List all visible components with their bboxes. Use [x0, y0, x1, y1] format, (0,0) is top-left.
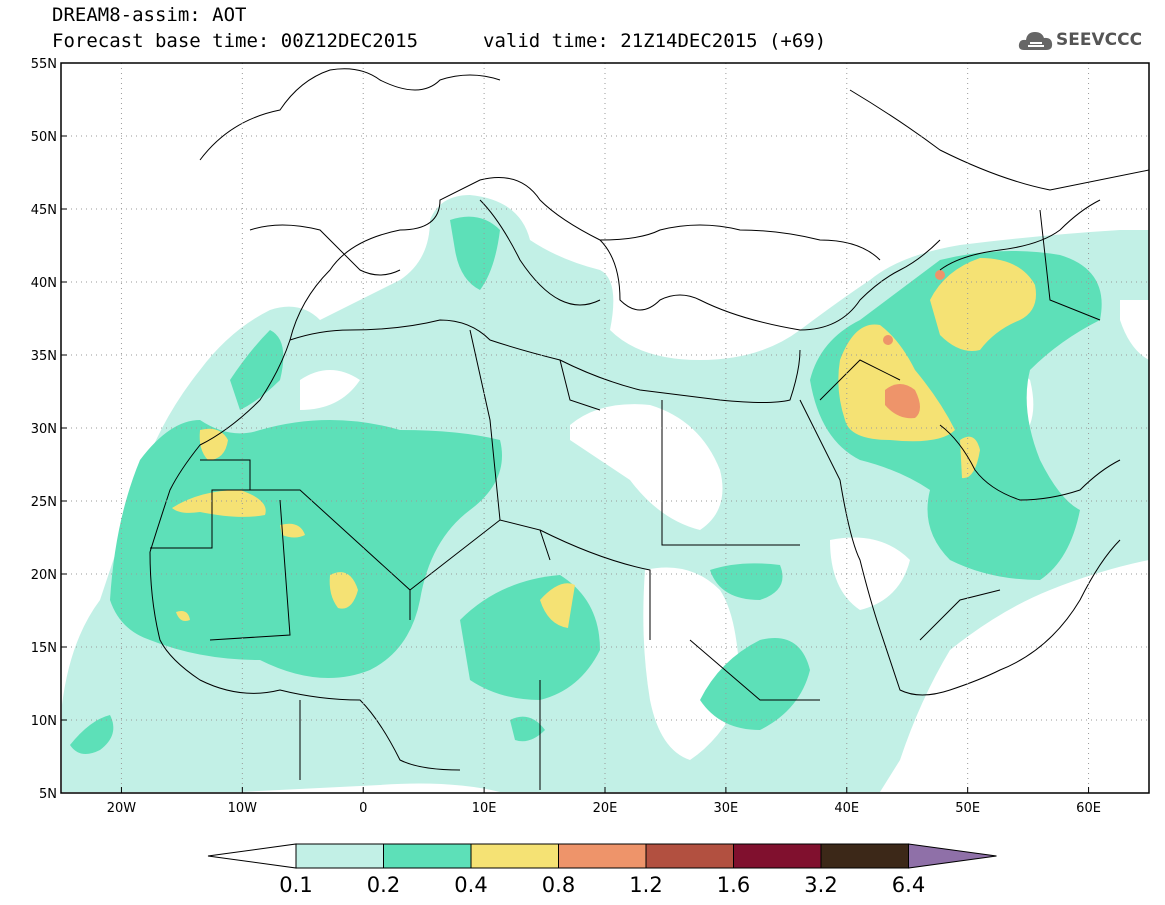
- colorbar: 0.1 0.2 0.4 0.8 1.2 1.6 3.2 6.4: [207, 843, 997, 897]
- colorbar-label: 0.4: [454, 873, 487, 897]
- lon-tick-label: 10E: [472, 801, 497, 816]
- country-borders: [150, 209, 1101, 790]
- logo-text: SEEVCCC: [1056, 30, 1143, 50]
- colorbar-label: 0.2: [367, 873, 400, 897]
- aot-contour-0-8: [883, 270, 945, 419]
- colorbar-max-triangle: [908, 843, 997, 869]
- coastlines: [149, 68, 1149, 771]
- aot-contour-0-4: [172, 258, 1036, 628]
- colorbar-label: 1.2: [629, 873, 662, 897]
- colorbar-label: 1.6: [717, 873, 750, 897]
- colorbar-segment: [820, 843, 909, 869]
- map-title: DREAM8-assim: AOT: [52, 4, 247, 26]
- colorbar-label: 0.8: [542, 873, 575, 897]
- lon-tick-label: 40E: [834, 801, 859, 816]
- map-grid: [61, 63, 1149, 793]
- lat-tick-label: 55N: [31, 57, 57, 72]
- longitude-labels: 20W 10W 0 10E 20E 30E 40E 50E 60E: [107, 787, 1101, 816]
- colorbar-segment: [733, 843, 822, 869]
- lon-tick-label: 30E: [714, 801, 739, 816]
- colorbar-segment: [295, 843, 384, 869]
- lat-tick-label: 50N: [31, 130, 57, 145]
- colorbar-segment: [645, 843, 734, 869]
- cloud-logo-icon: [1018, 32, 1053, 50]
- colorbar-label: 3.2: [804, 873, 837, 897]
- colorbar-label: 0.1: [279, 873, 312, 897]
- colorbar-segment: [558, 843, 647, 869]
- lat-tick-label: 35N: [31, 349, 57, 364]
- lon-tick-label: 0: [359, 801, 367, 816]
- lat-tick-label: 40N: [31, 276, 57, 291]
- aot-contour-0-2: [70, 216, 1102, 754]
- lat-tick-label: 30N: [31, 422, 57, 437]
- lat-tick-label: 10N: [31, 714, 57, 729]
- valid-time: valid time: 21Z14DEC2015 (+69): [483, 30, 827, 52]
- lon-tick-label: 20E: [593, 801, 618, 816]
- colorbar-segment: [383, 843, 472, 869]
- lon-tick-label: 10W: [228, 801, 258, 816]
- lat-tick-label: 20N: [31, 568, 57, 583]
- lon-tick-label: 60E: [1076, 801, 1101, 816]
- lat-tick-label: 15N: [31, 641, 57, 656]
- forecast-base-time: Forecast base time: 00Z12DEC2015: [52, 30, 419, 52]
- latitude-labels: 55N 50N 45N 40N 35N 30N 25N 20N 15N 10N 5N: [31, 57, 67, 802]
- colorbar-segment: [470, 843, 559, 869]
- lat-tick-label: 5N: [39, 787, 57, 802]
- lon-tick-label: 20W: [107, 801, 137, 816]
- lat-tick-label: 45N: [31, 203, 57, 218]
- colorbar-label: 6.4: [892, 873, 925, 897]
- lon-tick-label: 50E: [955, 801, 980, 816]
- lat-tick-label: 25N: [31, 495, 57, 510]
- colorbar-min-triangle: [207, 843, 297, 869]
